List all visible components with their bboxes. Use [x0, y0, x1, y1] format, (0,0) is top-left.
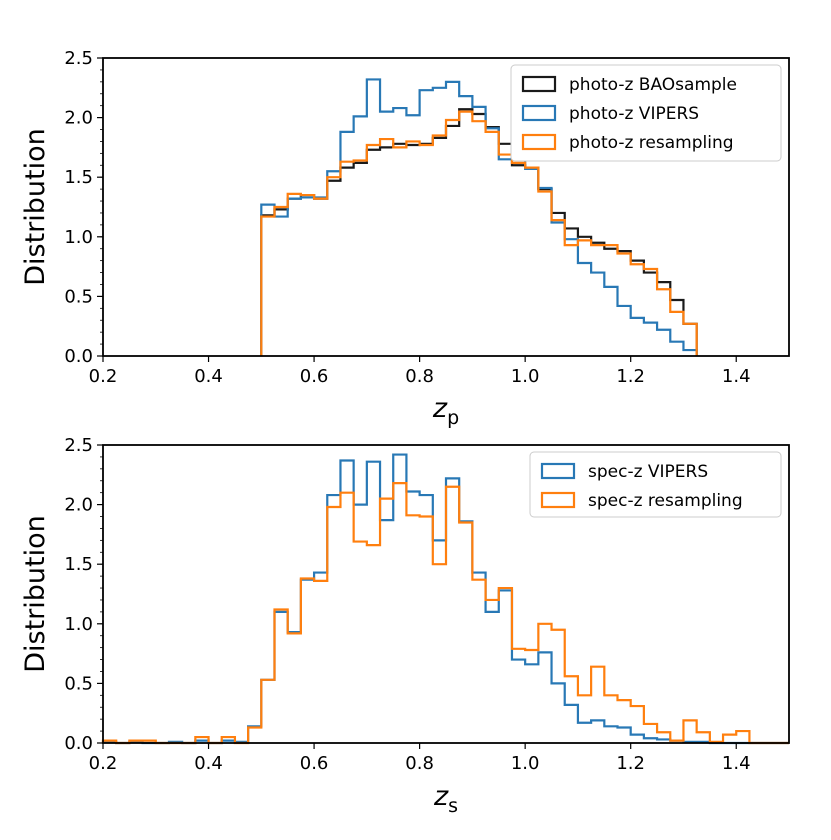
spec-z-xtick-label: 1.4: [722, 753, 751, 774]
photo-z-xtick-label: 0.2: [89, 366, 118, 387]
legend-label: spec-z resampling: [588, 491, 743, 511]
spec-z-plot-frame: [102, 444, 790, 744]
spec-z-xtick-label: 0.2: [89, 753, 118, 774]
photo-z-ytick-label: 0.5: [64, 286, 93, 307]
spec-z-xtick-label: 1.0: [511, 753, 540, 774]
photo-z-xtick-label: 0.4: [194, 366, 223, 387]
photo-z-panel: 0.2 0.4 0.6 0.8 1.0 1.2 1.40.00.51.01.52.02.5 …: [20, 48, 790, 429]
photo-z-ytick-label: 1.5: [64, 167, 93, 188]
legend-label: photo-z VIPERS: [569, 104, 699, 124]
photo-z-plot-frame: [102, 57, 790, 357]
spec-z-panel: 0.2 0.4 0.6 0.8 1.0 1.2 1.40.00.51.01.52.02.5 …: [20, 435, 790, 817]
legend-swatch: [540, 491, 576, 509]
spec-z-xlabel-subscript: s: [448, 795, 458, 817]
spec-z-xtick-label: 0.4: [194, 753, 223, 774]
legend-swatch: [521, 133, 557, 151]
spec-z-xlabel-symbol: z: [433, 781, 449, 812]
spec-z-ylabel: Distribution: [20, 515, 51, 673]
photo-z-xtick-label: 0.6: [300, 366, 329, 387]
photo-z-ticks: 0.2 0.4 0.6 0.8 1.0 1.2 1.4 0.0 0.5 1.0 1.5 2.0 2.5: [64, 48, 750, 387]
photo-z-legend: photo-z BAOsample photo-z VIPERS photo-z r…: [510, 64, 782, 162]
spec-z-legend: spec-z VIPERS spec-z resampling: [529, 451, 782, 518]
photo-z-ytick-label: 1.0: [64, 227, 93, 248]
photo-z-xlabel-subscript: p: [447, 407, 459, 429]
legend-swatch: [540, 462, 576, 480]
photo-z-ytick-label: 2.5: [64, 48, 93, 69]
series-spec-z-resampling: [101, 482, 789, 745]
spec-z-xtick-label: 0.6: [300, 753, 329, 774]
spec-z-ytick-label: 2.5: [64, 435, 93, 456]
photo-z-xtick-label: 0.8: [405, 366, 434, 387]
spec-z-ytick-label: 1.0: [64, 614, 93, 635]
legend-swatch: [521, 75, 557, 93]
spec-z-xtick-label: 0.8: [405, 753, 434, 774]
photo-z-xtick-label: 1.2: [616, 366, 645, 387]
spec-z-ytick-label: 2.0: [64, 495, 93, 516]
legend-swatch: [521, 104, 557, 122]
photo-z-xlabel: zp: [432, 393, 459, 429]
legend-label: photo-z BAOsample: [569, 75, 737, 95]
series-photo-z-baosample: [260, 108, 698, 356]
spec-z-ytick-label: 1.5: [64, 554, 93, 575]
legend-label: spec-z VIPERS: [588, 462, 708, 482]
photo-z-xlabel-symbol: z: [432, 393, 448, 424]
photo-z-series-layer: [260, 78, 698, 356]
spec-z-ytick-label: 0.0: [64, 733, 93, 754]
photo-z-ylabel: Distribution: [20, 128, 51, 286]
spec-z-ticks: 0.2 0.4 0.6 0.8 1.0 1.2 1.4 0.0 0.5 1.0 1.5 2.0 2.5: [64, 435, 750, 774]
photo-z-xtick-label: 1.0: [511, 366, 540, 387]
photo-z-xtick-label: 1.4: [722, 366, 751, 387]
spec-z-ytick-label: 0.5: [64, 673, 93, 694]
spec-z-legend-box: [529, 451, 782, 518]
legend-label: photo-z resampling: [569, 133, 734, 153]
photo-z-ytick-label: 2.0: [64, 108, 93, 129]
spec-z-xlabel: zs: [433, 781, 458, 817]
spec-z-xtick-label: 1.2: [616, 753, 645, 774]
photo-z-ytick-label: 0.0: [64, 346, 93, 367]
series-photo-z-resampling: [260, 110, 698, 356]
photo-z-legend-box: [510, 64, 782, 162]
